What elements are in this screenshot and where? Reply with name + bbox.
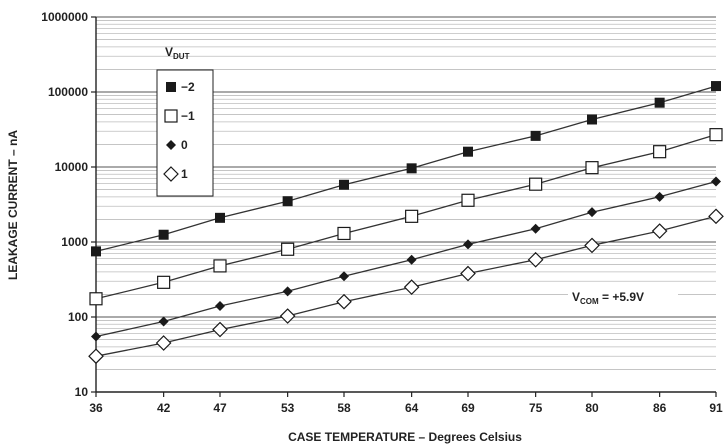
x-tick-label: 42 [157,401,171,415]
data-point [89,292,103,306]
data-point [403,279,420,296]
data-point [212,321,228,338]
data-point [709,128,723,142]
series-1 [91,81,721,257]
series-layer [88,81,724,365]
x-tick-label: 64 [405,401,419,415]
series-3 [91,176,721,342]
data-point [530,130,541,141]
data-point [339,179,349,190]
data-point [585,161,599,175]
x-tick-label: 47 [213,401,227,415]
data-point [584,237,600,254]
tick-labels: 36 42 47 53 58 64 69 75 80 86 91101001000100001000… [41,10,723,415]
legend-title-main: V [165,45,173,59]
data-point [155,335,172,351]
data-point [587,207,597,218]
axes [91,16,717,397]
x-axis-title: CASE TEMPERATURE – Degrees Celsius [288,430,522,444]
y-tick-label: 10 [75,385,89,399]
data-point [405,209,419,223]
data-point [463,146,473,157]
data-point [215,301,225,312]
data-point [215,212,225,223]
annotation: VCOM = +5.9V [568,286,678,306]
data-point [91,246,101,257]
data-point [708,208,724,225]
data-point [281,242,295,256]
data-point [653,145,667,159]
x-tick-label: 86 [653,401,667,415]
data-point [339,271,349,282]
data-point [530,223,541,234]
vcom-rest: = +5.9V [599,290,644,304]
x-tick-label: 53 [281,401,295,415]
data-point [460,265,476,282]
series-4 [88,208,724,365]
data-point [406,254,417,265]
data-point [463,239,473,250]
data-point [406,163,417,174]
series-2 [89,128,723,306]
y-axis-title: LEAKAGE CURRENT – nA [6,130,20,280]
data-point [91,331,101,342]
data-point [279,308,296,324]
legend-marker [166,82,176,92]
x-tick-label: 75 [529,401,543,415]
vcom-annotation: VCOM = +5.9V [572,290,644,306]
legend-title-sub: DUT [173,52,190,61]
vcom-sub: COM [580,297,599,306]
y-tick-label: 10000 [55,160,89,174]
data-point [158,316,169,327]
y-tick-label: 100 [68,310,88,324]
legend-marker [164,109,178,123]
legend-label: 1 [181,167,188,181]
legend-label: 0 [181,138,188,152]
legend: VDUT −2 −1 0 1 [156,45,214,197]
legend-items: −2 −1 0 1 [163,80,195,182]
y-tick-label: 1000 [61,235,88,249]
y-tick-label: 100000 [48,85,88,99]
data-point [654,97,665,108]
data-point [461,193,475,207]
data-point [711,81,721,92]
legend-marker [166,140,176,150]
legend-marker [163,166,179,182]
legend-label: −1 [181,109,195,123]
x-tick-label: 69 [461,401,475,415]
data-point [654,191,665,202]
data-point [711,176,721,187]
data-point [282,196,293,207]
data-point [336,293,352,310]
data-point [587,114,597,125]
y-tick-label: 1000000 [41,10,88,24]
data-point [88,348,104,365]
data-point [337,226,351,241]
x-tick-label: 58 [337,401,351,415]
x-tick-label: 80 [585,401,599,415]
data-point [213,259,227,273]
data-point [651,223,668,239]
data-point [529,177,543,191]
grid [96,16,716,393]
vcom-main: V [572,290,580,304]
legend-label: −2 [181,80,195,94]
data-point [157,275,171,289]
data-point [282,286,293,297]
x-tick-label: 91 [709,401,723,415]
data-point [158,229,169,240]
data-point [527,251,544,268]
legend-title: VDUT [165,45,190,61]
x-tick-label: 36 [89,401,103,415]
